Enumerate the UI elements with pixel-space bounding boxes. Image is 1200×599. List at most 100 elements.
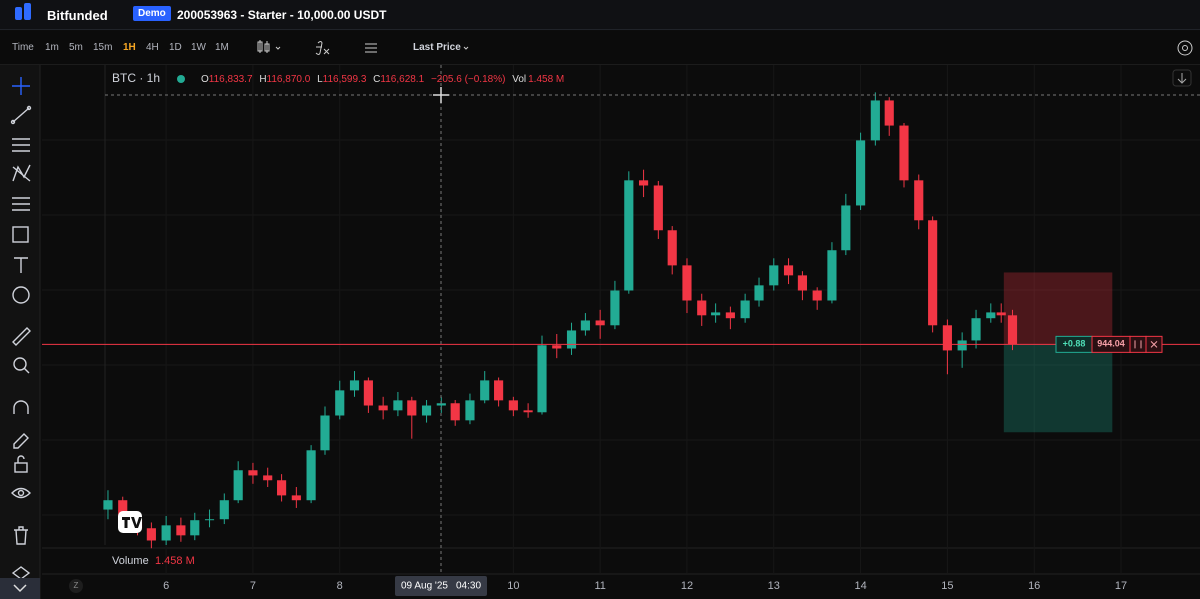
candle-body [986,312,996,319]
drawing-tools[interactable] [10,77,32,580]
ohlc-legend: O116,833.7 H116,870.0 L116,599.3 C116,62… [201,74,564,85]
x-tick-label: 13 [768,580,780,592]
candle-body [320,415,330,451]
account-info[interactable]: 200053963 - Starter - 10,000.00 USDT [177,8,387,22]
candle-body [682,265,692,301]
candle-body [421,405,432,416]
candle-body [349,380,360,391]
candle-body [146,528,156,541]
qty: 944.04 [1097,339,1125,349]
tv-logo-mark [122,517,142,528]
interval[interactable]: 1D [169,42,182,53]
crosshair-time-box [395,576,487,596]
legend-key: L [317,74,323,85]
x-tick-label: 11 [594,580,605,592]
interval[interactable]: 4H [146,42,159,53]
dropdown-icon [463,46,469,50]
candle-body [363,380,373,406]
brand-logo [15,3,31,20]
candle-body [566,330,577,349]
h-grid [42,139,1200,516]
candle-body [812,290,822,301]
candle-body [725,312,735,319]
candle-body [595,320,605,326]
candle-body [740,300,750,319]
candle-body [870,100,880,141]
candle-body [928,220,938,326]
candle-body [841,205,851,251]
candle-body [204,519,215,521]
interval[interactable]: 1m [45,42,59,53]
settings-icon[interactable] [1177,40,1193,56]
top-bar: Bitfunded Demo 200053963 - Starter - 10,… [0,0,1200,30]
toolbar-icons [257,40,1193,56]
candle-body [783,265,794,276]
candle-body [653,185,663,231]
legend-value: 116,628.1 [380,74,424,85]
collapse-button[interactable] [0,578,40,599]
candle-body [523,410,533,413]
reverse-icon [1134,340,1142,349]
candle-body [610,290,620,326]
indicator-icon[interactable] [315,41,330,55]
interval[interactable]: 1M [215,42,229,53]
candle-body [856,140,866,206]
candle-body [494,380,504,401]
scroll-button[interactable] [1172,69,1192,87]
candle-body [306,450,316,501]
x-tick-label: 6 [163,580,169,592]
layout-icon[interactable] [365,43,377,53]
x-tick-label: 17 [1115,580,1127,592]
candle-body [884,100,894,126]
candle-body [291,495,301,501]
candle-body [161,525,171,541]
candle-body [263,475,273,481]
interval[interactable]: Time [12,42,34,53]
candle-body [190,520,200,536]
brand: Bitfunded [47,8,108,23]
close-icon [1150,341,1158,348]
corner-button[interactable] [69,579,83,593]
x-tick-label: 8 [337,580,343,592]
target-zone [1003,344,1113,433]
legend-value: 116,870.0 [267,74,311,85]
pnl: +0.88 [1063,339,1086,349]
price-mode[interactable]: Last Price [413,42,461,53]
demo-badge: Demo [133,6,171,21]
x-tick-label: 7 [250,580,256,592]
x-tick-label: 14 [854,580,866,592]
candle-body [754,285,764,301]
candle-body [624,180,634,291]
interval[interactable]: 5m [69,42,83,53]
candle-body [393,400,403,411]
candle-body [407,400,417,416]
legend-key: C [373,74,380,85]
candle-body [118,500,128,521]
candle-body [378,405,388,411]
candle-body [436,403,446,406]
interval[interactable]: 1H [123,42,136,53]
x-tick-label: 16 [1028,580,1040,592]
legend-key: H [259,74,266,85]
x-tick-label: 15 [941,580,953,592]
candle-body [697,300,707,316]
candle-body [942,325,952,351]
candle-body [552,345,562,349]
legend-value: 116,599.3 [323,74,367,85]
candle-body [103,500,113,510]
candle-body [667,230,677,266]
scroll-icon [1177,73,1187,84]
x-tick-label: 12 [681,580,693,592]
candle-body [827,250,837,301]
candle-body [797,275,808,291]
toolbar-icon[interactable] [257,40,281,53]
interval[interactable]: 1W [191,42,206,53]
candle-body [899,125,909,181]
candle-body [508,400,518,411]
x-tick-label: 10 [507,580,519,592]
candle-body [996,312,1006,316]
interval[interactable]: 15m [93,42,113,53]
reverse-button[interactable] [1129,335,1147,353]
candle-body [277,480,287,496]
